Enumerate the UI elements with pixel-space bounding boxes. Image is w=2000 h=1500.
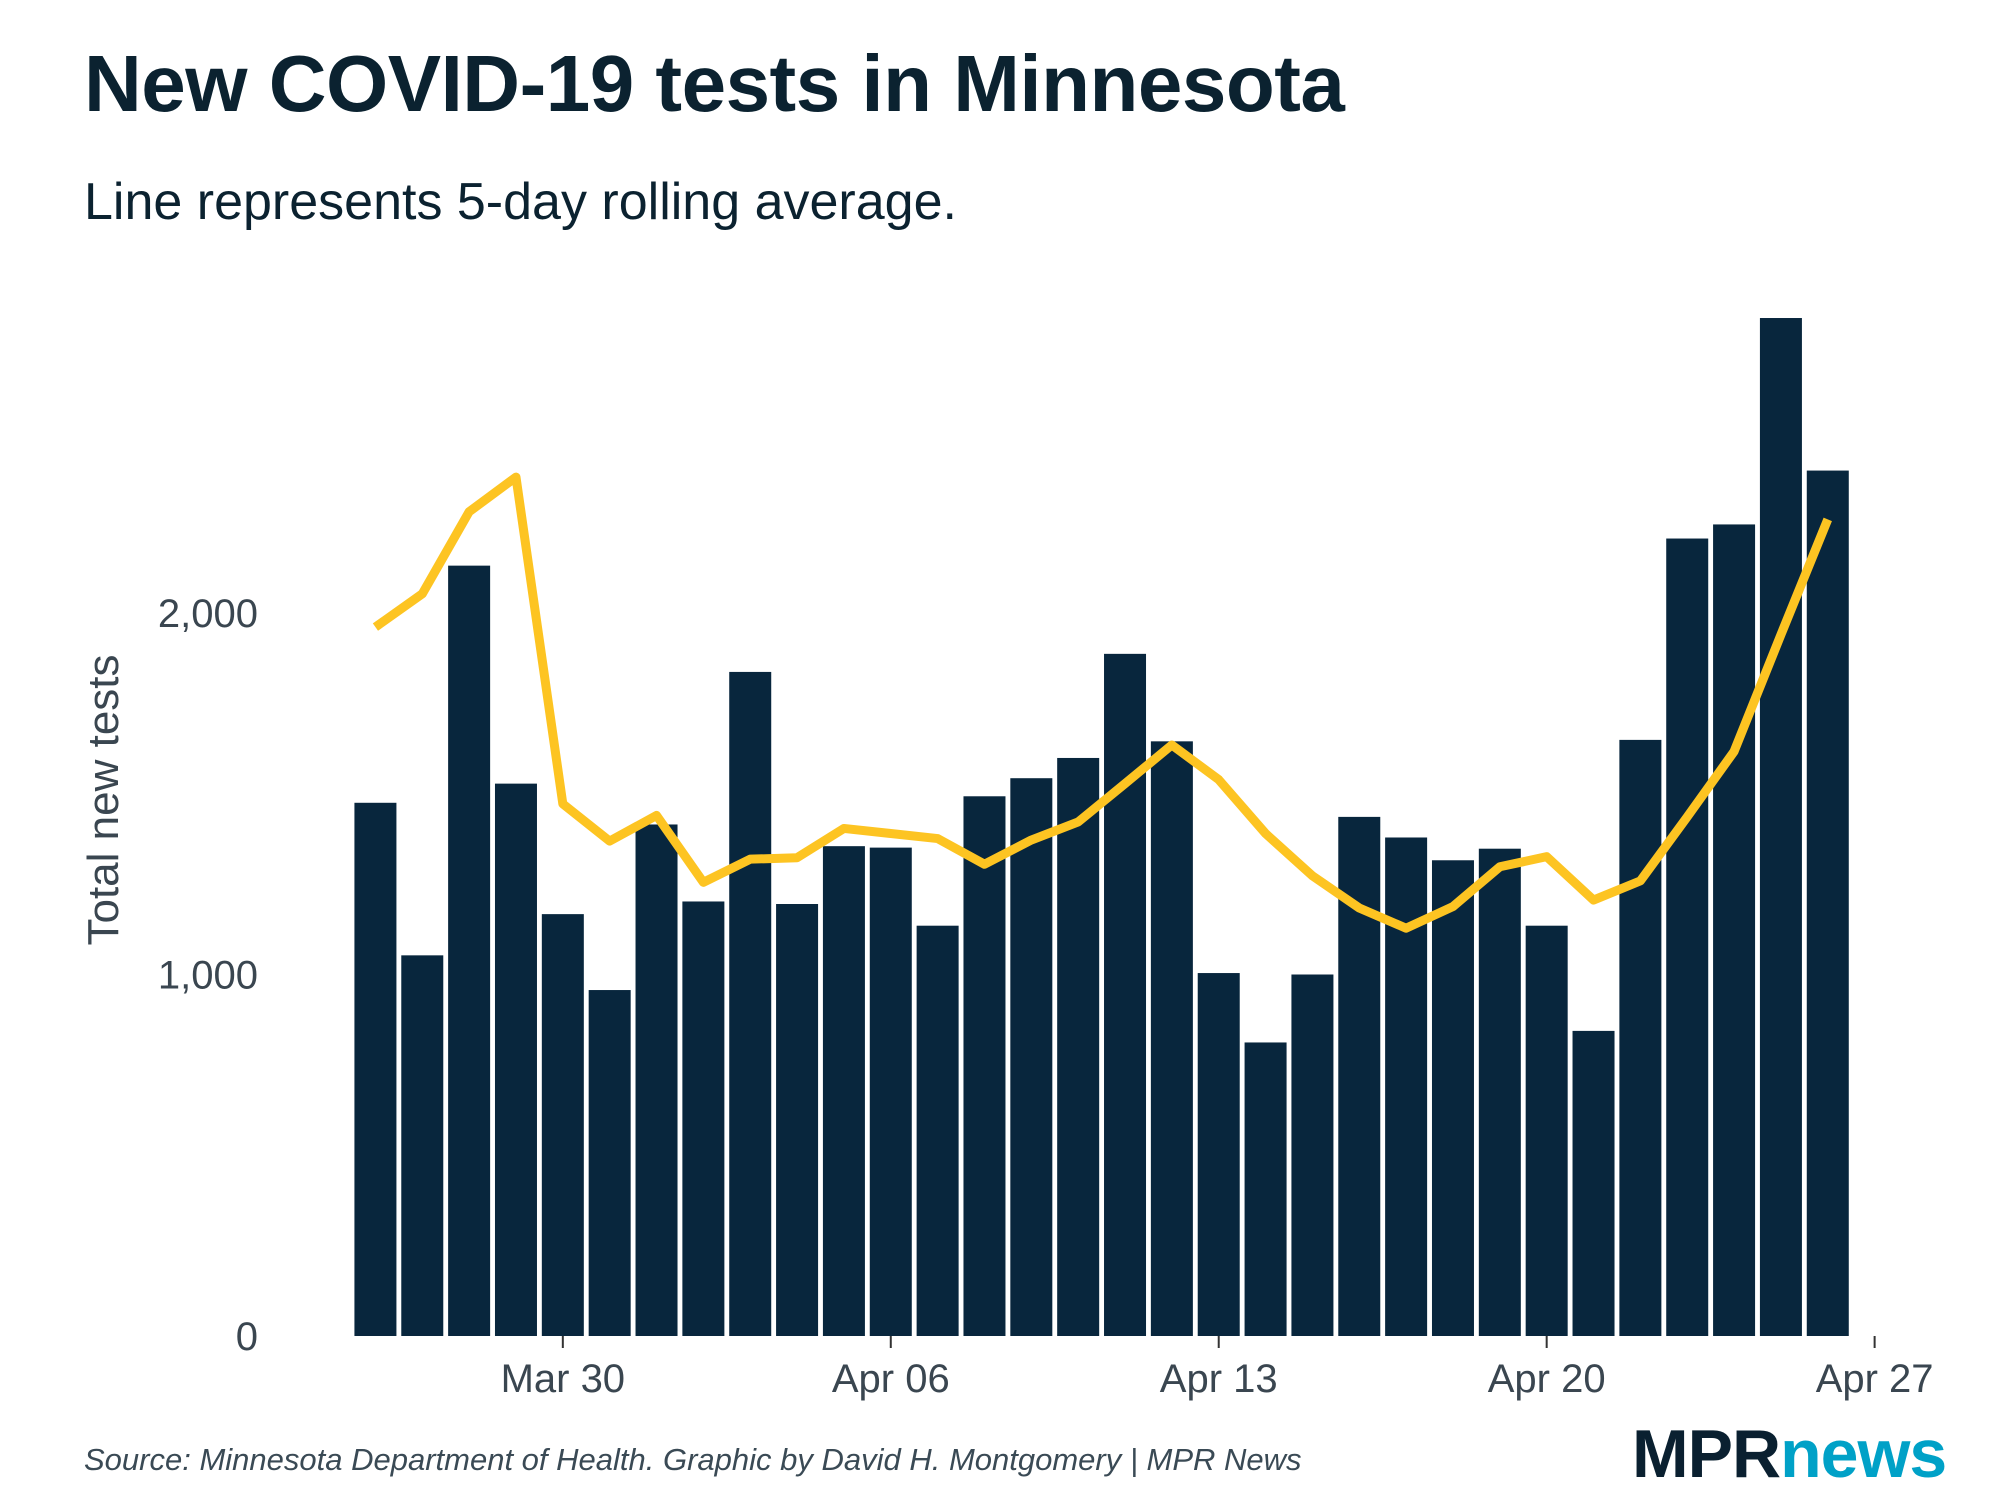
bar-apr-08 (963, 796, 1006, 1336)
bar-mar-28 (448, 565, 491, 1336)
x-tick-label: Apr 06 (832, 1357, 950, 1401)
bar-mar-29 (494, 783, 537, 1336)
x-tick-label: Apr 20 (1488, 1357, 1606, 1401)
bar-apr-20 (1525, 925, 1568, 1336)
bar-apr-23 (1666, 538, 1709, 1336)
bar-apr-18 (1431, 860, 1474, 1336)
bar-mar-26 (354, 802, 397, 1336)
bar-apr-05 (822, 846, 865, 1336)
bar-apr-10 (1057, 757, 1100, 1336)
y-tick-label: 0 (236, 1315, 258, 1359)
y-axis: 0 1,000 2,000 (158, 592, 258, 1359)
bar-apr-11 (1104, 653, 1147, 1336)
bar-apr-04 (776, 904, 819, 1336)
bar-apr-09 (1010, 778, 1053, 1336)
bar-mar-30 (541, 914, 584, 1336)
x-tick-label: Apr 27 (1816, 1357, 1934, 1401)
bar-apr-17 (1385, 837, 1428, 1336)
x-axis: Mar 30 Apr 06 Apr 13 Apr 20 Apr 27 (501, 1336, 1934, 1401)
chart-title: New COVID-19 tests in Minnesota (84, 39, 1345, 128)
mpr-news-logo: MPRnews (1632, 1420, 1947, 1488)
bar-apr-07 (916, 925, 959, 1336)
bar-apr-24 (1713, 524, 1756, 1336)
bar-apr-03 (729, 671, 772, 1336)
bar-apr-01 (635, 824, 678, 1336)
bar-apr-26 (1806, 470, 1849, 1337)
bar-apr-13 (1197, 973, 1240, 1336)
bar-apr-21 (1572, 1030, 1615, 1336)
y-axis-label: Total new tests (79, 654, 128, 945)
bars-group (354, 318, 1849, 1337)
y-tick-label: 2,000 (158, 592, 258, 636)
bar-apr-06 (869, 847, 912, 1336)
bar-apr-12 (1150, 741, 1193, 1336)
chart-subtitle: Line represents 5-day rolling average. (84, 173, 957, 231)
logo-news: news (1780, 1416, 1947, 1492)
bar-apr-02 (682, 901, 725, 1336)
bar-apr-15 (1291, 974, 1334, 1336)
x-tick-label: Mar 30 (501, 1357, 626, 1401)
source-note: Source: Minnesota Department of Health. … (84, 1442, 1302, 1477)
bar-apr-14 (1244, 1042, 1287, 1336)
y-tick-label: 1,000 (158, 954, 258, 998)
x-tick-label: Apr 13 (1160, 1357, 1278, 1401)
bar-mar-31 (588, 990, 631, 1336)
rolling-average-group (372, 472, 1832, 933)
rolling-average-line (372, 472, 1832, 933)
bar-apr-19 (1478, 848, 1521, 1336)
bar-mar-27 (401, 955, 444, 1336)
bar-apr-22 (1619, 739, 1662, 1336)
logo-mpr: MPR (1632, 1416, 1781, 1492)
bar-apr-25 (1759, 318, 1802, 1336)
